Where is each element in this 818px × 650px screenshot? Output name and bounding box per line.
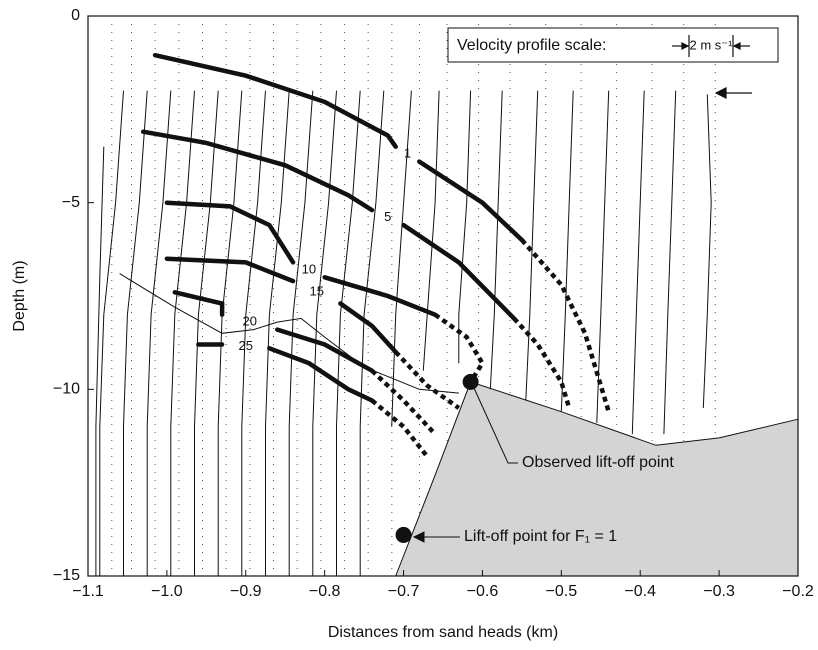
velocity-profile: [123, 90, 148, 576]
velocity-profile: [663, 90, 677, 435]
x-tick-label: −0.6: [467, 583, 499, 600]
y-axis-label: Depth (m): [11, 260, 28, 331]
x-tick-label: −1.0: [151, 583, 183, 600]
isoline-label: 15: [310, 284, 324, 299]
velocity-profile: [391, 90, 412, 427]
isoline-extrapolated: [370, 369, 437, 436]
x-tick-label: −0.9: [230, 583, 262, 600]
y-tick-label: −10: [53, 381, 80, 398]
x-tick-label: −1.1: [72, 583, 104, 600]
isoline: [164, 256, 398, 355]
lift-off-point: [462, 373, 479, 390]
isoline-label: 1: [404, 146, 411, 161]
isoline: [164, 200, 438, 317]
scale-label: 2 m s⁻¹: [690, 37, 734, 52]
velocity-profile: [489, 90, 503, 390]
velocity-profile: [194, 90, 219, 576]
isoline-label: 10: [302, 261, 316, 276]
isoline-label: 25: [239, 338, 253, 353]
velocity-profile: [146, 90, 172, 576]
isoline-extrapolated: [433, 312, 486, 384]
isoline: [152, 52, 525, 243]
y-tick-label: −5: [62, 194, 80, 211]
velocity-profile: [336, 90, 361, 576]
velocity-profile: [95, 146, 105, 576]
velocity-profile: [596, 90, 610, 423]
velocity-profile: [99, 90, 124, 576]
isoline-extrapolated: [394, 350, 461, 410]
velocity-profile: [525, 90, 539, 401]
x-tick-label: −0.8: [309, 583, 341, 600]
velocity-profile: [422, 90, 440, 371]
velocity-profile: [241, 90, 266, 576]
x-tick-label: −0.4: [624, 583, 656, 600]
velocity-profile: [359, 90, 385, 576]
x-tick-label: −0.2: [782, 583, 814, 600]
profile-arrow: [714, 87, 752, 99]
isoline: [172, 290, 375, 373]
y-tick-label: 0: [71, 7, 80, 24]
isoline-label: 20: [242, 314, 256, 329]
velocity-profile: [458, 90, 472, 364]
point-label: Observed lift-off point: [522, 454, 674, 471]
point-label: Lift-off point for F₁ = 1: [464, 528, 617, 545]
velocity-profile: [312, 90, 337, 576]
lift-off-point: [395, 526, 412, 543]
x-tick-label: −0.3: [703, 583, 735, 600]
isoline: [140, 129, 517, 321]
y-tick-label: −15: [53, 567, 80, 584]
interface-line: [119, 273, 459, 394]
annotation-leaders: [412, 387, 518, 543]
velocity-profile: [288, 90, 314, 576]
isoline-label: 5: [384, 209, 391, 224]
isoline: [196, 342, 375, 403]
velocity-profile: [702, 94, 712, 409]
x-tick-label: −0.5: [546, 583, 578, 600]
isoline-extrapolated: [512, 316, 572, 409]
velocity-profile: [560, 90, 574, 412]
x-axis-label: Distances from sand heads (km): [328, 624, 558, 641]
x-tick-label: −0.7: [388, 583, 420, 600]
scale-arrows: [672, 35, 750, 57]
plot-frame: [87, 15, 799, 577]
velocity-profile: [170, 90, 195, 576]
scale-box: [447, 27, 779, 63]
isoline-extrapolated: [370, 398, 429, 458]
isoline-extrapolated: [520, 238, 611, 413]
velocity-profile: [631, 90, 645, 435]
scale-title: Velocity profile scale:: [457, 37, 606, 54]
